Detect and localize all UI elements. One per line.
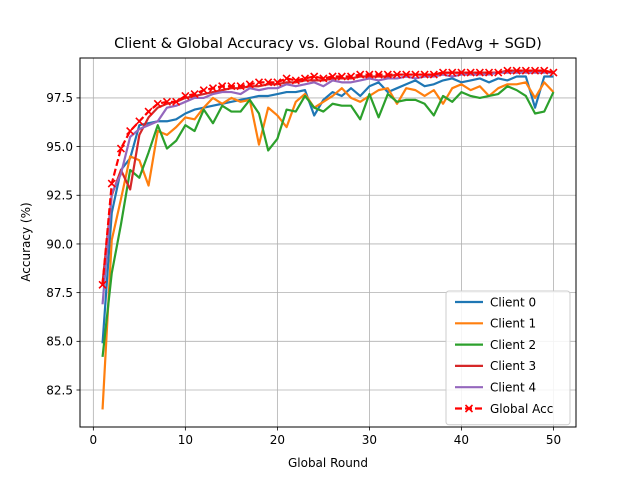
- y-tick-label: 92.5: [46, 189, 73, 203]
- global-acc-marker: [254, 78, 264, 87]
- x-tick-label: 30: [362, 433, 377, 447]
- y-tick-label: 97.5: [46, 91, 73, 105]
- global-acc-marker: [429, 70, 438, 79]
- y-axis-title: Accuracy (%): [19, 202, 33, 281]
- global-acc-marker: [199, 86, 208, 95]
- y-tick-label: 90.0: [46, 237, 73, 251]
- global-acc-marker: [245, 80, 254, 89]
- global-acc-marker: [540, 66, 549, 75]
- global-acc-marker: [172, 97, 181, 106]
- global-acc-marker: [291, 76, 300, 85]
- legend-label: Client 4: [490, 381, 536, 395]
- global-acc-marker: [392, 70, 402, 79]
- global-acc-marker: [475, 68, 484, 77]
- global-acc-marker: [107, 179, 116, 188]
- global-acc-marker: [153, 99, 162, 108]
- series-line-client-1: [101, 81, 555, 410]
- global-acc-marker: [383, 70, 392, 79]
- global-acc-marker: [402, 70, 411, 79]
- global-acc-marker: [116, 144, 126, 153]
- global-acc-marker: [126, 126, 135, 136]
- plot-frame: [79, 57, 577, 428]
- global-acc-marker: [420, 70, 429, 79]
- x-tick-label: 20: [270, 433, 285, 447]
- global-acc-marker: [457, 68, 466, 77]
- legend: Client 0 Client 1 Client 2 Client 3 Client 4…: [445, 290, 571, 426]
- global-acc-marker: [365, 70, 374, 79]
- x-tick-label: 40: [454, 433, 469, 447]
- global-acc-marker: [549, 68, 558, 77]
- global-acc-marker: [530, 66, 540, 75]
- global-acc-marker: [135, 117, 144, 126]
- global-acc-marker: [328, 72, 337, 81]
- global-acc-marker: [448, 68, 457, 77]
- legend-label: Global Acc: [490, 402, 553, 416]
- legend-box: [445, 290, 571, 426]
- global-acc-marker: [438, 68, 448, 77]
- global-acc-marker: [503, 66, 512, 75]
- global-acc-marker: [162, 97, 172, 106]
- global-acc-marker: [411, 70, 420, 79]
- global-acc-marker: [466, 68, 475, 77]
- global-acc-marker: [346, 72, 356, 81]
- global-acc-marker: [181, 91, 190, 101]
- global-acc-marker: [282, 74, 291, 83]
- legend-label: Client 2: [490, 338, 536, 352]
- global-acc-marker: [144, 107, 153, 116]
- global-acc-marker: [356, 70, 365, 79]
- global-acc-marker: [484, 68, 494, 77]
- legend-label: Client 3: [490, 359, 536, 373]
- global-acc-marker: [374, 70, 383, 79]
- axis-ticks: 0 10 20 30 40 50 82.5 85.0 87.5 90.0 92.5 95.0 97.5: [46, 91, 561, 447]
- global-acc-marker: [227, 82, 236, 91]
- global-acc-marker: [494, 68, 503, 77]
- global-acc-marker: [310, 72, 319, 81]
- gridlines: [80, 58, 576, 427]
- global-acc-marker: [190, 89, 199, 99]
- legend-label: Client 0: [490, 295, 536, 309]
- series-line-client-2: [101, 85, 555, 358]
- legend-label: Client 1: [490, 317, 536, 331]
- y-tick-label: 85.0: [46, 335, 73, 349]
- global-acc-marker: [264, 78, 273, 87]
- y-tick-label: 95.0: [46, 140, 73, 154]
- y-tick-label: 87.5: [46, 286, 73, 300]
- global-acc-marker: [236, 82, 245, 91]
- global-acc-marker: [273, 78, 282, 87]
- series-line-client-0: [101, 75, 554, 344]
- global-acc-marker: [337, 72, 346, 81]
- global-acc-marker: [218, 82, 227, 91]
- chart-title: Client & Global Accuracy vs. Global Roun…: [114, 36, 542, 52]
- global-acc-marker: [521, 66, 530, 75]
- legend-marker: [464, 404, 474, 413]
- global-acc-marker: [319, 74, 328, 83]
- x-tick-label: 10: [178, 433, 193, 447]
- global-acc-marker: [300, 74, 310, 83]
- x-tick-label: 50: [546, 433, 561, 447]
- series-lines: [98, 66, 558, 410]
- global-acc-marker: [512, 66, 521, 75]
- y-tick-label: 82.5: [46, 383, 73, 397]
- x-tick-label: 0: [90, 433, 98, 447]
- x-axis-title: Global Round: [288, 456, 368, 470]
- global-acc-marker: [98, 280, 107, 289]
- global-acc-marker: [208, 84, 218, 93]
